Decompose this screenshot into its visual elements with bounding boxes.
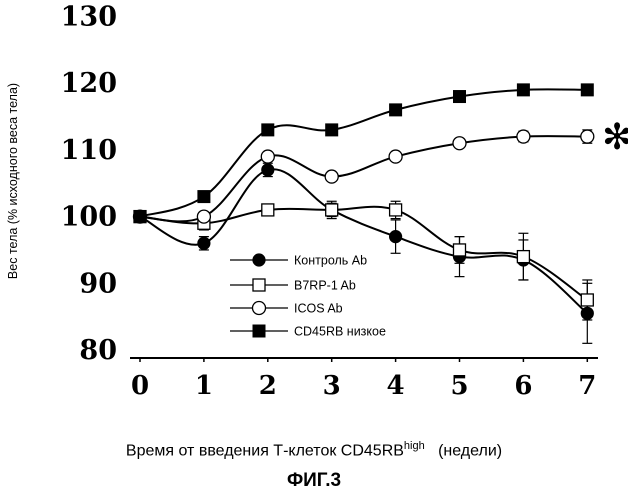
data-point — [517, 251, 529, 263]
data-point — [581, 84, 593, 96]
y-tick-label: 100 — [61, 202, 117, 233]
legend-marker — [253, 279, 265, 291]
data-point — [134, 211, 146, 223]
data-point — [198, 237, 210, 249]
x-tick-label: 2 — [259, 371, 277, 401]
data-point — [262, 204, 274, 216]
y-tick-label: 120 — [61, 68, 117, 99]
data-point — [390, 204, 402, 216]
data-point — [517, 84, 529, 96]
series-line — [140, 136, 587, 221]
legend-label: ICOS Ab — [294, 302, 343, 316]
y-tick-label: 80 — [79, 335, 117, 366]
data-point — [389, 150, 402, 163]
data-point — [390, 104, 402, 116]
legend-label: B7RP-1 Ab — [294, 279, 356, 293]
y-tick-label: 110 — [61, 135, 117, 166]
x-tick-label: 3 — [323, 371, 341, 401]
y-tick-label: 130 — [61, 2, 117, 33]
x-tick-label: 7 — [578, 371, 596, 401]
data-point — [198, 191, 210, 203]
x-tick-label: 6 — [514, 371, 532, 401]
data-point — [262, 124, 274, 136]
data-point — [454, 244, 466, 256]
chart: 80 90 100 110 120 130 0 1 2 3 4 5 6 7 Контроль Ab B7R… — [0, 0, 628, 500]
series-filled-square — [134, 84, 593, 223]
legend-label: CD45RB низкое — [294, 325, 386, 339]
data-point — [325, 170, 338, 183]
data-point — [261, 150, 274, 163]
x-tick-label: 1 — [195, 371, 213, 401]
legend-label: Контроль Ab — [294, 254, 367, 268]
y-axis-label: Вес тела (% исходного веса тела) — [6, 83, 20, 279]
data-point — [390, 231, 402, 243]
data-point — [517, 130, 530, 143]
data-point — [326, 204, 338, 216]
data-point — [197, 210, 210, 223]
data-point — [581, 294, 593, 306]
x-tick-label: 5 — [450, 371, 468, 401]
series-open-circle — [134, 130, 594, 223]
data-point — [262, 164, 274, 176]
legend-marker — [253, 302, 266, 315]
legend-marker — [253, 254, 265, 266]
legend-marker — [253, 325, 265, 337]
data-point — [454, 91, 466, 103]
data-point — [453, 137, 466, 150]
x-axis-label: Время от введения Т-клеток CD45RBhigh (н… — [0, 440, 628, 460]
figure-label: ФИГ.3 — [0, 470, 628, 492]
x-tick-label: 4 — [387, 371, 405, 401]
data-point — [326, 124, 338, 136]
y-tick-label: 90 — [79, 268, 117, 299]
significance-annotation: ✻ — [602, 120, 628, 156]
data-point — [581, 130, 594, 143]
x-tick-label: 0 — [131, 371, 149, 401]
